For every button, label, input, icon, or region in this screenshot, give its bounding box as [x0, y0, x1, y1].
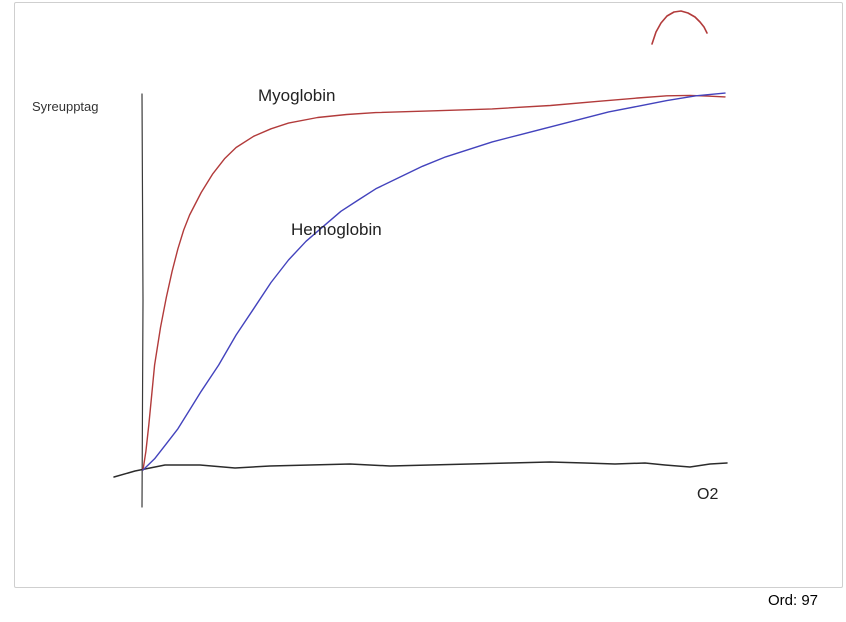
myoglobin-label: Myoglobin: [258, 86, 336, 105]
x-axis-label: O2: [697, 486, 719, 503]
drawing-canvas[interactable]: [14, 2, 843, 588]
y-axis-label: Syreupptag: [32, 99, 99, 114]
word-count: Ord: 97: [768, 592, 819, 609]
hemoglobin-label: Hemoglobin: [291, 220, 382, 239]
